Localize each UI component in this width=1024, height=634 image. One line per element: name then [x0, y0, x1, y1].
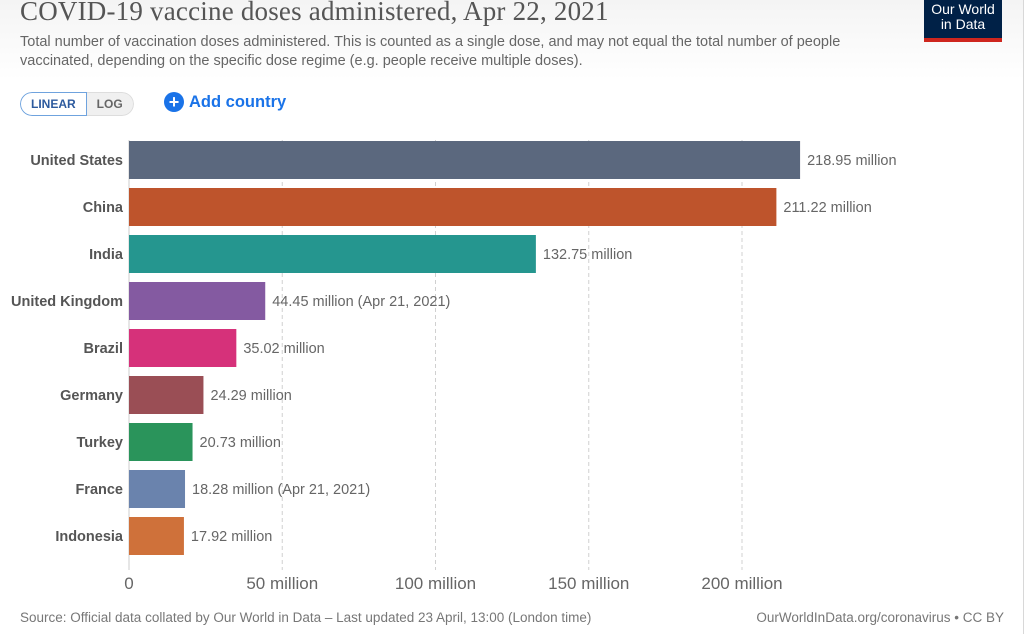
logo-line-1: Our World	[931, 1, 995, 17]
value-label: 132.75 million	[543, 247, 632, 263]
bar[interactable]	[129, 282, 266, 320]
bar[interactable]	[129, 329, 237, 367]
chart-title: COVID-19 vaccine doses administered, Apr…	[20, 0, 609, 26]
category-label[interactable]: France	[75, 482, 123, 498]
category-label[interactable]: China	[83, 200, 124, 216]
plus-circle-icon: +	[164, 92, 184, 112]
x-tick-label: 150 million	[548, 574, 629, 593]
bar[interactable]	[129, 517, 184, 555]
log-scale-button[interactable]: LOG	[86, 92, 134, 116]
value-label: 218.95 million	[807, 153, 896, 169]
bars	[129, 141, 801, 555]
x-tick-label: 0	[124, 574, 133, 593]
x-tick-label: 200 million	[701, 574, 782, 593]
value-label: 20.73 million	[200, 435, 281, 451]
header-background	[0, 0, 1024, 80]
bar[interactable]	[129, 235, 536, 273]
category-label[interactable]: Brazil	[84, 341, 124, 357]
category-label[interactable]: India	[89, 247, 124, 263]
source-note: Source: Official data collated by Our Wo…	[20, 610, 592, 625]
value-label: 35.02 million	[243, 341, 324, 357]
category-label[interactable]: United Kingdom	[11, 294, 123, 310]
x-tick-label: 100 million	[395, 574, 476, 593]
linear-scale-button[interactable]: LINEAR	[20, 92, 87, 116]
bar[interactable]	[129, 423, 193, 461]
bar-chart: United States 218.95 million China 211.22 m…	[11, 140, 897, 593]
add-country-label: Add country	[189, 92, 287, 111]
add-country-button[interactable]: + Add country	[164, 92, 286, 112]
value-label: 18.28 million (Apr 21, 2021)	[192, 482, 370, 498]
value-label: 211.22 million	[783, 200, 871, 216]
category-label[interactable]: Germany	[60, 388, 123, 404]
x-axis: 0 50 million 100 million 150 million 200 mil…	[124, 574, 782, 593]
x-tick-label: 50 million	[246, 574, 318, 593]
logo-line-2: in Data	[940, 16, 986, 32]
owid-logo[interactable]: Our World in Data	[924, 0, 1002, 42]
value-label: 44.45 million (Apr 21, 2021)	[272, 294, 450, 310]
value-label: 17.92 million	[191, 529, 272, 545]
labels: United States 218.95 million China 211.22 m…	[11, 153, 897, 545]
category-label[interactable]: United States	[30, 153, 123, 169]
chart-subtitle: Total number of vaccination doses admini…	[20, 34, 841, 69]
bar[interactable]	[129, 141, 801, 179]
owid-link[interactable]: OurWorldInData.org/coronavirus • CC BY	[756, 610, 1004, 625]
value-label: 24.29 million	[210, 388, 291, 404]
scale-toggle: LINEAR LOG	[20, 92, 134, 116]
bar[interactable]	[129, 470, 186, 508]
category-label[interactable]: Indonesia	[55, 529, 124, 545]
bar[interactable]	[129, 376, 204, 414]
bar[interactable]	[129, 188, 777, 226]
category-label[interactable]: Turkey	[77, 435, 123, 451]
